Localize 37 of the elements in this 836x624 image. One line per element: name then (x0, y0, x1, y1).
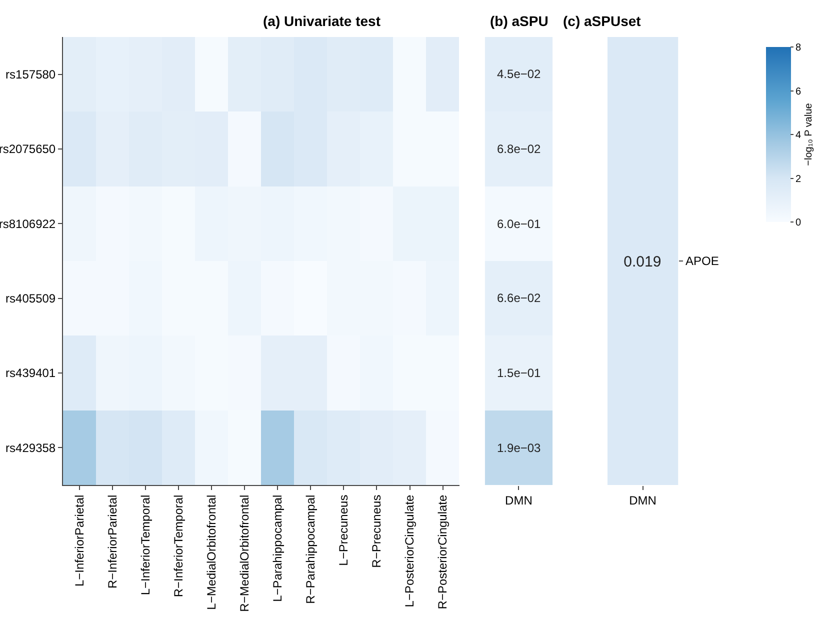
color-bar-label: 8 (796, 42, 802, 54)
data-label: 6.8e−02 (497, 142, 542, 156)
chart-title: (a) Univariate test (263, 13, 381, 29)
y-tick-label: rs157580 (6, 68, 56, 82)
color-bar-label: 2 (796, 174, 802, 185)
data-label: 6.6e−02 (497, 291, 542, 306)
x-tick-label: L−PosteriorCingulate (402, 494, 417, 608)
chart-title: (b) aSPU (490, 13, 548, 29)
y-tick-label: rs405509 (6, 292, 56, 306)
color-bar-title: −log₁₀ P value (804, 102, 814, 166)
x-tick-label: R−MedialOrbitofrontal (238, 494, 252, 612)
x-tick-label: DMN (629, 493, 656, 508)
chart-title: (c) aSPUset (563, 13, 642, 29)
x-tick-label: R−PosteriorCingulate (436, 494, 450, 610)
color-bar-label: 0 (796, 218, 802, 228)
x-tick-label: R−InferiorTemporal (171, 494, 186, 598)
x-tick-label: L−MedialOrbitofrontal (204, 494, 219, 610)
y-tick-label: rs439401 (6, 366, 56, 380)
x-tick-label: R−Precuneus (370, 494, 384, 568)
x-tick-label: L−InferiorTemporal (138, 494, 152, 596)
x-tick-label: L−Precuneus (336, 494, 351, 566)
y-tick-label: rs429358 (6, 440, 56, 455)
color-bar-label: 6 (796, 86, 802, 98)
x-tick-label: L−Parahippocampal (270, 494, 285, 602)
y2-tick-label: APOE (686, 254, 719, 268)
y-tick-label: rs2075650 (0, 142, 56, 156)
x-tick-label: DMN (505, 493, 532, 508)
data-label: 1.9e−03 (497, 441, 542, 456)
x-tick-label: R−InferiorParietal (105, 494, 120, 589)
y-tick-label: rs8106922 (0, 216, 56, 231)
data-label: 4.5e−02 (497, 67, 542, 82)
x-tick-label: L−InferiorParietal (72, 494, 86, 587)
color-bar-label: 4 (796, 130, 802, 141)
data-label: 0.019 (624, 253, 662, 270)
data-label: 6.0e−01 (497, 217, 542, 232)
data-label: 1.5e−01 (497, 366, 542, 380)
x-tick-label: R−Parahippocampal (304, 494, 318, 604)
